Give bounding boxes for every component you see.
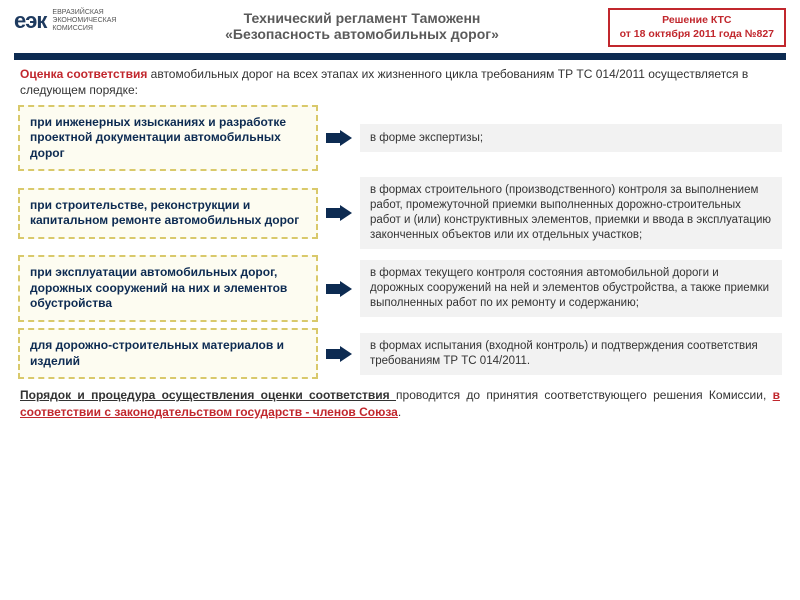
arrow-icon	[326, 345, 352, 363]
header: еэк ЕВРАЗИЙСКАЯ ЭКОНОМИЧЕСКАЯ КОМИССИЯ Т…	[0, 0, 800, 51]
logo-subtitle: ЕВРАЗИЙСКАЯ ЭКОНОМИЧЕСКАЯ КОМИССИЯ	[52, 9, 116, 32]
stage-box-4: для дорожно-строительных материалов и из…	[18, 328, 318, 379]
footer-note: Порядок и процедура осуществления оценки…	[0, 379, 800, 421]
page-title: Технический регламент Таможенн «Безопасн…	[116, 8, 607, 42]
row-2: при строительстве, реконструкции и капит…	[18, 177, 782, 249]
arrow-icon	[326, 204, 352, 222]
stage-box-1: при инженерных изысканиях и разработке п…	[18, 105, 318, 172]
row-3: при эксплуатации автомобильных дорог, до…	[18, 255, 782, 322]
form-box-4: в формах испытания (входной контроль) и …	[360, 333, 782, 375]
decision-badge: Решение КТС от 18 октября 2011 года №827	[608, 8, 786, 47]
logo-mark: еэк	[14, 8, 46, 34]
row-1: при инженерных изысканиях и разработке п…	[18, 105, 782, 172]
form-box-1: в форме экспертизы;	[360, 124, 782, 152]
form-box-2: в формах строительного (производственног…	[360, 177, 782, 249]
intro-text: Оценка соответствия автомобильных дорог …	[0, 66, 800, 104]
logo: еэк ЕВРАЗИЙСКАЯ ЭКОНОМИЧЕСКАЯ КОМИССИЯ	[14, 8, 116, 34]
stage-box-2: при строительстве, реконструкции и капит…	[18, 188, 318, 239]
divider-bar	[14, 53, 786, 60]
stage-box-3: при эксплуатации автомобильных дорог, до…	[18, 255, 318, 322]
mapping-rows: при инженерных изысканиях и разработке п…	[0, 105, 800, 380]
row-4: для дорожно-строительных материалов и из…	[18, 328, 782, 379]
arrow-icon	[326, 129, 352, 147]
arrow-icon	[326, 280, 352, 298]
form-box-3: в формах текущего контроля состояния авт…	[360, 260, 782, 317]
intro-highlight: Оценка соответствия	[20, 67, 147, 81]
